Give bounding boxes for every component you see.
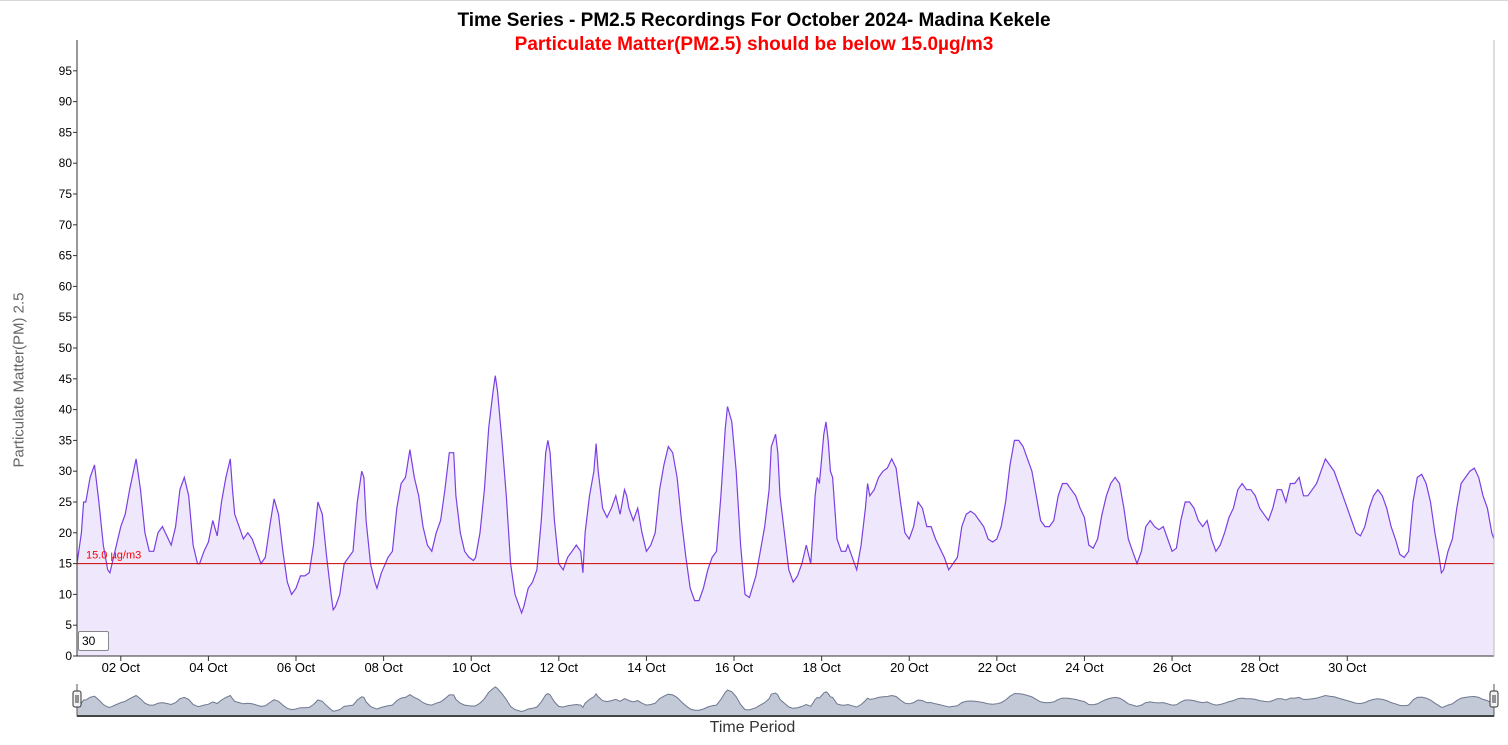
y-tick-label: 80 [59,156,73,170]
x-tick-label: 14 Oct [627,660,666,675]
y-tick-label: 60 [59,279,73,293]
x-tick-label: 16 Oct [715,660,754,675]
series-area [77,375,1494,656]
navigator-right-handle[interactable] [1489,690,1499,708]
x-tick-label: 06 Oct [277,660,316,675]
x-axis-label: Time Period [709,719,796,736]
y-tick-label: 30 [59,464,73,478]
x-tick-label: 10 Oct [452,660,491,675]
y-tick-label: 15 [59,557,73,571]
chart-title: Time Series - PM2.5 Recordings For Octob… [457,10,1051,31]
top-rule [0,0,1508,1]
y-tick-label: 65 [59,249,73,263]
x-tick-label: 12 Oct [540,660,579,675]
navigator-left-handle[interactable] [72,690,82,708]
x-tick-label: 22 Oct [978,660,1017,675]
x-tick-label: 26 Oct [1153,660,1192,675]
threshold-label: 15.0 µg/m3 [86,550,141,562]
handle-grip[interactable] [1489,690,1499,708]
y-tick-label: 85 [59,125,73,139]
time-range-navigator[interactable] [72,684,1499,717]
x-tick-label: 30 Oct [1328,660,1367,675]
y-tick-label: 75 [59,187,73,201]
y-tick-label: 20 [59,526,73,540]
chart-subtitle: Particulate Matter(PM2.5) should be belo… [514,34,994,55]
smoothing-window-input[interactable]: 30 [78,631,109,651]
x-tick-label: 28 Oct [1241,660,1280,675]
y-tick-label: 5 [65,618,72,632]
y-tick-label: 55 [59,310,73,324]
y-tick-label: 50 [59,341,73,355]
y-tick-label: 45 [59,372,73,386]
y-tick-label: 10 [59,587,73,601]
y-tick-label: 70 [59,218,73,232]
y-tick-label: 35 [59,433,73,447]
y-tick-label: 95 [59,64,73,78]
x-tick-label: 04 Oct [189,660,228,675]
x-tick-label: 02 Oct [102,660,141,675]
x-tick-label: 18 Oct [802,660,841,675]
x-tick-label: 20 Oct [890,660,929,675]
axes: 0 5 10 15 20 25 30 35 40 45 50 55 60 65 70 75 80 85 90 95 02… [59,40,1495,675]
series-line [76,375,1495,615]
x-tick-label: 08 Oct [364,660,403,675]
handle-grip[interactable] [72,690,82,708]
y-tick-label: 0 [65,649,72,663]
navigator-series [76,686,1495,717]
y-tick-label: 90 [59,95,73,109]
x-tick-label: 24 Oct [1065,660,1104,675]
y-tick-label: 25 [59,495,73,509]
y-tick-label: 40 [59,403,73,417]
plot-area: 15.0 µg/m3 [76,375,1495,656]
